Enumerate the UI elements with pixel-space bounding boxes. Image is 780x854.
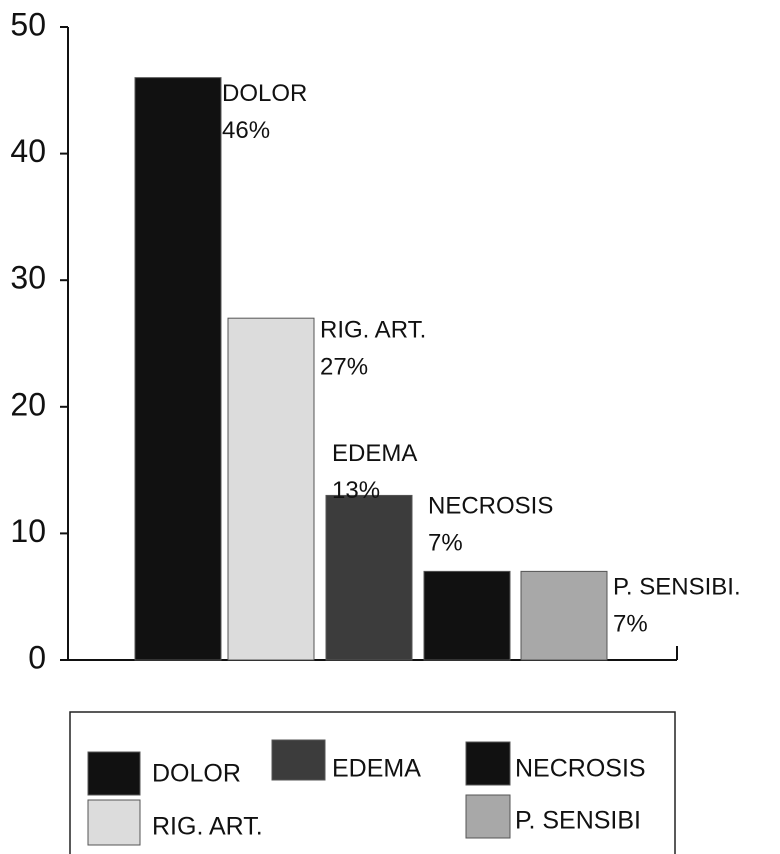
y-tick-label: 20 [10, 386, 46, 422]
legend-label: DOLOR [152, 760, 241, 788]
legend-swatch [465, 741, 511, 786]
legend-label: RIG. ART. [152, 813, 263, 841]
bar [227, 317, 315, 661]
y-tick-label: 10 [10, 513, 46, 549]
bar [520, 570, 608, 661]
legend-box [69, 711, 676, 854]
category-label: EDEMA [332, 440, 417, 467]
value-label: 7% [428, 530, 463, 557]
y-tick-label: 40 [10, 133, 46, 169]
value-label: 27% [320, 354, 368, 381]
bar [134, 77, 222, 661]
legend-swatch [465, 794, 511, 839]
category-label: DOLOR [222, 80, 307, 107]
legend-label: NECROSIS [515, 755, 646, 783]
category-label: RIG. ART. [320, 317, 426, 344]
y-tick-label: 50 [10, 6, 46, 42]
value-label: 7% [613, 611, 648, 638]
value-label: 13% [332, 477, 380, 504]
legend-label: EDEMA [332, 755, 421, 783]
bar [325, 494, 413, 661]
category-label: NECROSIS [428, 493, 553, 520]
legend-label: P. SENSIBI [515, 807, 641, 835]
bar [423, 570, 511, 661]
category-label: P. SENSIBI. [613, 574, 741, 601]
y-tick-label: 0 [28, 639, 46, 675]
y-tick-label: 30 [10, 260, 46, 296]
legend-swatch [271, 739, 326, 781]
value-label: 46% [222, 117, 270, 144]
legend-swatch [87, 751, 141, 796]
legend-swatch [87, 799, 141, 846]
